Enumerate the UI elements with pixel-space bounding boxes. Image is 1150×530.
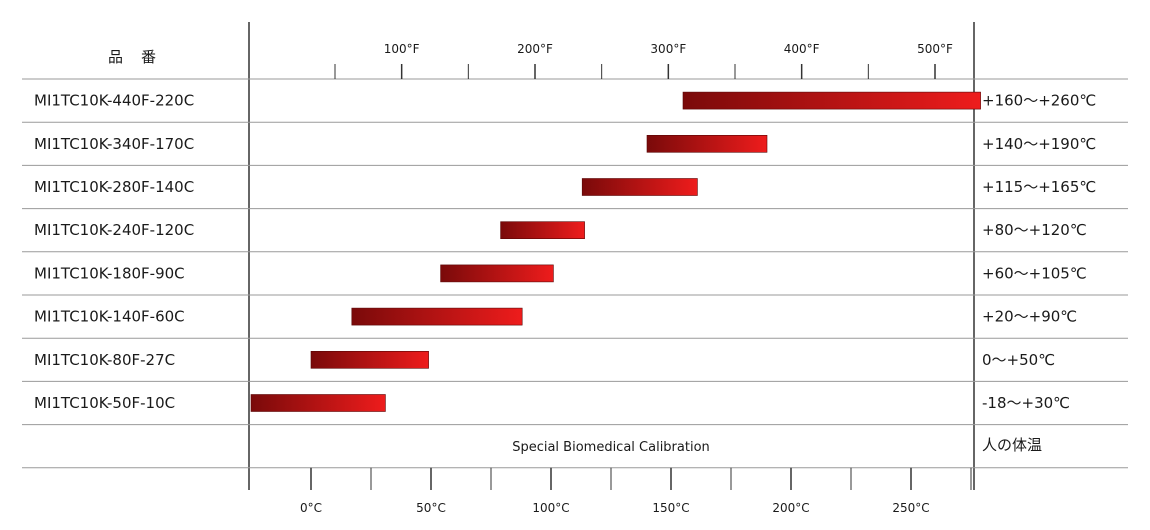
celsius-tick-label: 150°C	[652, 501, 689, 515]
range-label: +140～+190℃	[982, 135, 1096, 153]
range-label: +80～+120℃	[982, 221, 1087, 239]
fahrenheit-tick-label: 200°F	[517, 42, 553, 56]
range-label: +115～+165℃	[982, 178, 1096, 196]
model-label: MI1TC10K-340F-170C	[34, 135, 194, 153]
model-label: MI1TC10K-440F-220C	[34, 92, 194, 110]
range-bar	[682, 91, 981, 110]
model-label: MI1TC10K-80F-27C	[34, 351, 175, 369]
range-bar	[310, 350, 429, 369]
model-label: MI1TC10K-140F-60C	[34, 308, 185, 326]
model-label: MI1TC10K-180F-90C	[34, 264, 185, 282]
range-bar	[500, 221, 585, 239]
celsius-tick-label: 50°C	[416, 501, 446, 515]
fahrenheit-tick-label: 500°F	[917, 42, 953, 56]
model-label: MI1TC10K-240F-120C	[34, 221, 194, 239]
range-bar	[581, 178, 698, 196]
range-bar	[351, 307, 523, 326]
special-row-label: Special Biomedical Calibration	[512, 440, 710, 455]
celsius-axis: 0°C 50°C 100°C 150°C 200°C 250°C	[300, 467, 972, 515]
header-label: 品番	[108, 48, 174, 66]
celsius-tick-label: 0°C	[300, 501, 322, 515]
model-label: MI1TC10K-280F-140C	[34, 178, 194, 196]
range-label: -18～+30℃	[982, 394, 1070, 412]
range-bar	[250, 394, 386, 412]
range-label: +160～+260℃	[982, 92, 1096, 110]
table-grid	[22, 22, 1128, 490]
celsius-tick-label: 200°C	[772, 501, 809, 515]
celsius-tick-label: 100°C	[532, 501, 569, 515]
range-label: +20～+90℃	[982, 308, 1077, 326]
fahrenheit-tick-label: 300°F	[650, 42, 686, 56]
range-bar	[440, 264, 554, 283]
range-bar	[646, 135, 768, 153]
range-label: +60～+105℃	[982, 264, 1087, 282]
fahrenheit-tick-label: 100°F	[384, 42, 420, 56]
model-label: MI1TC10K-50F-10C	[34, 394, 175, 412]
celsius-tick-label: 250°C	[892, 501, 929, 515]
special-row-range: 人の体温	[982, 436, 1042, 454]
fahrenheit-axis: 100°F 200°F 300°F 400°F 500°F	[334, 42, 953, 79]
fahrenheit-tick-label: 400°F	[784, 42, 820, 56]
chart-rows: MI1TC10K-440F-220C +160～+260℃ MI1TC10K-340…	[34, 92, 1096, 412]
range-label: 0～+50℃	[982, 351, 1055, 369]
